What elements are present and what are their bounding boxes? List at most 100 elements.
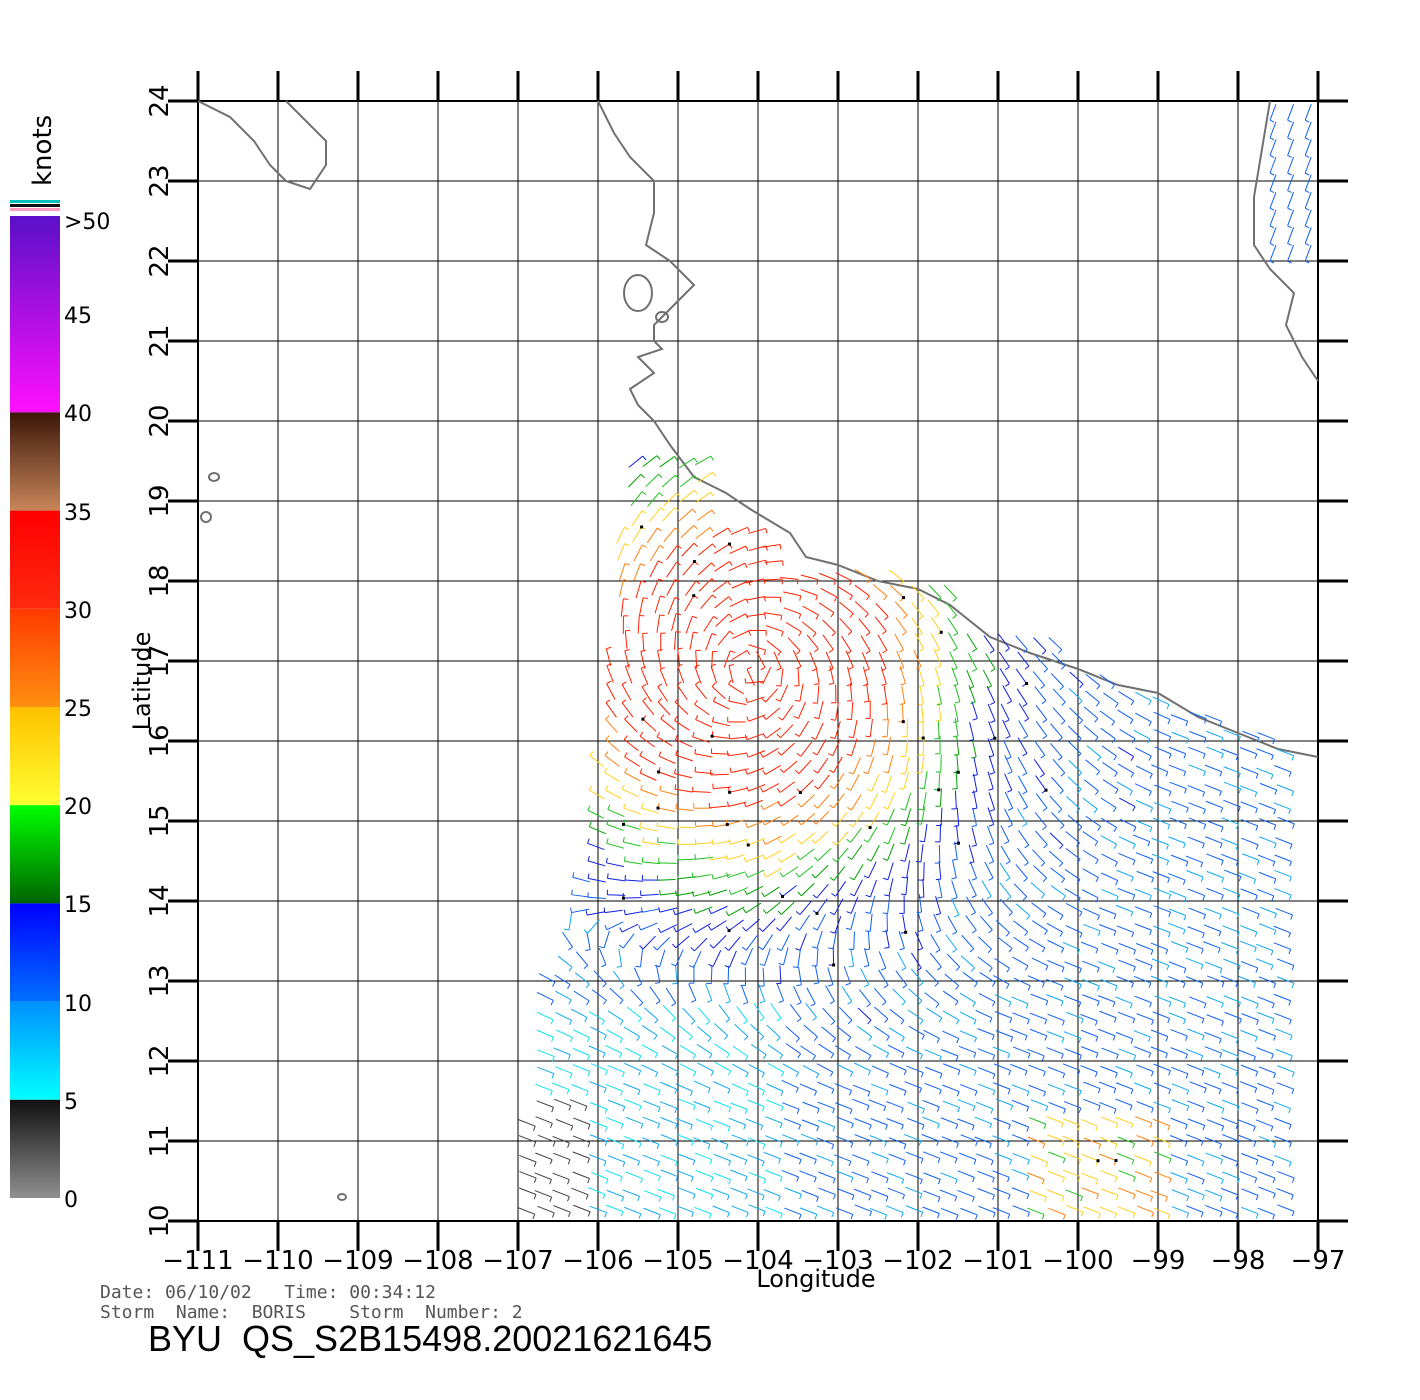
rain-flag [728,790,732,794]
wind-barb [731,1134,749,1147]
wind-barb [935,702,942,722]
wind-barb [1168,764,1187,777]
rain-flag [1096,1159,1100,1163]
wind-barb [695,1187,714,1200]
wind-barb [1222,925,1240,938]
wind-barb [969,861,978,881]
rain-flag [621,822,625,826]
wind-barb [593,970,607,988]
wind-barb [704,983,713,1003]
wind-barb [1047,905,1064,920]
wind-barb [777,832,797,844]
wind-barb [777,795,796,807]
wind-barb [730,526,750,535]
wind-barb [728,733,748,740]
wind-barb [573,1117,591,1130]
wind-barb [1085,759,1101,776]
wind-barb [959,992,976,1007]
x-tick-label: −100 [1042,1246,1113,1276]
wind-barb [726,871,746,878]
wind-barb [646,527,662,544]
wind-barb [916,806,926,825]
wind-barb [818,1043,835,1059]
wind-barb [846,701,854,721]
wind-barb [725,854,745,861]
wind-barb [723,984,731,1004]
wind-barb [622,1154,641,1166]
wind-barb [1135,712,1152,727]
wind-barb [1134,906,1153,919]
wind-barb [714,561,733,572]
wind-barb [839,601,854,618]
wind-barb [1257,1082,1275,1095]
wind-barb [1049,795,1063,813]
wind-barb [643,1007,659,1024]
wind-barb [918,703,924,723]
rain-flag [956,770,960,774]
wind-barb [1016,808,1028,827]
wind-barb [585,931,591,952]
wind-barb [1119,818,1137,832]
wind-barb [679,1063,697,1077]
wind-barb [1150,975,1169,988]
wind-barb [1189,1081,1207,1094]
wind-barb [570,907,590,914]
wind-barb [1101,745,1117,761]
wind-barb [1083,1081,1101,1094]
wind-barb [975,1009,993,1023]
wind-barb [517,1207,536,1219]
wind-barb [1046,1047,1064,1059]
wind-barb [831,881,846,897]
wind-barb [960,1134,978,1147]
wind-barb [1258,1066,1276,1079]
wind-barb [994,957,1010,973]
y-tick-label: 24 [145,84,175,117]
wind-barb [745,837,766,847]
wind-barb [894,633,905,653]
wind-barb [1100,727,1116,744]
wind-barb [762,596,782,603]
wind-barb [775,965,782,985]
rain-flag [710,734,714,738]
wind-barb [673,923,693,933]
wind-barb [1082,960,1100,973]
wind-barb [1013,883,1028,901]
wind-barb [746,784,766,792]
wind-barb [672,965,678,985]
wind-barb [1083,706,1099,723]
wind-barb [552,1189,570,1202]
wind-barb [773,651,782,671]
rain-flag [1044,788,1048,792]
wind-barb [606,819,624,832]
wind-barb [919,770,928,790]
wind-barb [1241,1206,1259,1219]
rain-flag [657,770,661,774]
wind-barb [977,1067,996,1079]
wind-barb [882,701,889,721]
wind-barb [1098,1081,1117,1094]
wind-barb [1203,941,1221,953]
wind-barb [811,830,829,844]
wind-barb [552,1172,570,1185]
rain-flag [725,823,729,827]
wind-barb [906,1151,924,1164]
wind-barb [810,722,824,740]
wind-barb [535,1152,553,1165]
wind-barb [1083,725,1099,742]
wind-barb [1223,781,1242,794]
wind-barb [993,974,1010,989]
wind-barb [974,1136,992,1149]
wind-barb [828,930,837,950]
wind-barb [1134,1116,1153,1128]
wind-barb [575,951,589,969]
wind-barb [587,892,606,899]
wind-barb [1169,890,1187,903]
wind-barb [622,837,641,847]
wind-barb [985,844,995,865]
wind-barb [1258,1171,1276,1183]
wind-barb [713,542,733,554]
wind-barb [1116,976,1134,988]
wind-barb [846,827,862,843]
wind-barb [728,887,748,896]
wind-barb [731,1083,749,1096]
